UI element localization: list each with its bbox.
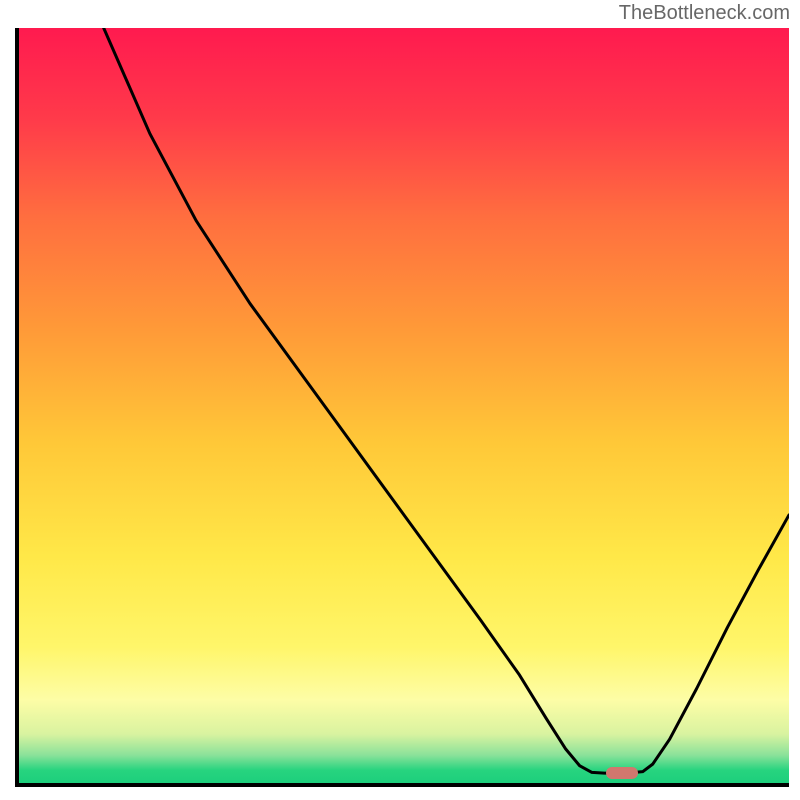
watermark-text: TheBottleneck.com [619,2,790,25]
curve-path [104,28,789,773]
chart-area [15,28,789,787]
optimal-marker [606,767,638,779]
bottleneck-curve [19,28,789,783]
